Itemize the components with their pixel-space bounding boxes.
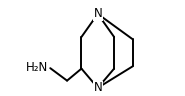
Text: N: N [93,7,102,20]
Text: H₂N: H₂N [26,61,48,74]
Text: N: N [93,81,102,94]
